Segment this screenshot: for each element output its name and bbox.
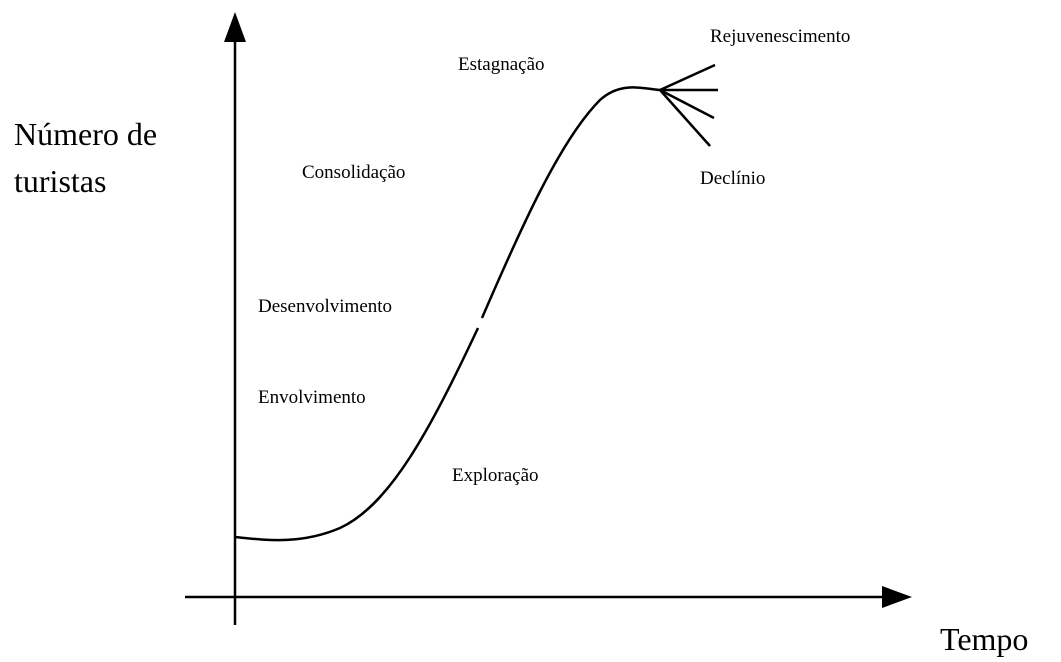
curve-upper — [480, 86, 661, 319]
stage-label: Consolidação — [302, 162, 405, 183]
branch — [659, 89, 711, 147]
branch — [659, 88, 715, 120]
stage-label: Rejuvenescimento — [710, 26, 850, 47]
stage-label: Declínio — [700, 168, 765, 189]
x-axis-arrow — [882, 586, 912, 608]
branch — [659, 63, 716, 92]
stage-label: Estagnação — [458, 54, 545, 75]
curve-lower — [234, 327, 480, 542]
stage-label: Exploração — [452, 465, 539, 486]
y-axis-label: Número de — [14, 116, 157, 152]
x-axis-label: Tempo — [940, 621, 1028, 657]
stage-label: Desenvolvimento — [258, 296, 392, 317]
stage-label: Envolvimento — [258, 387, 366, 408]
y-axis-arrow — [224, 12, 246, 42]
y-axis-label: turistas — [14, 163, 106, 199]
